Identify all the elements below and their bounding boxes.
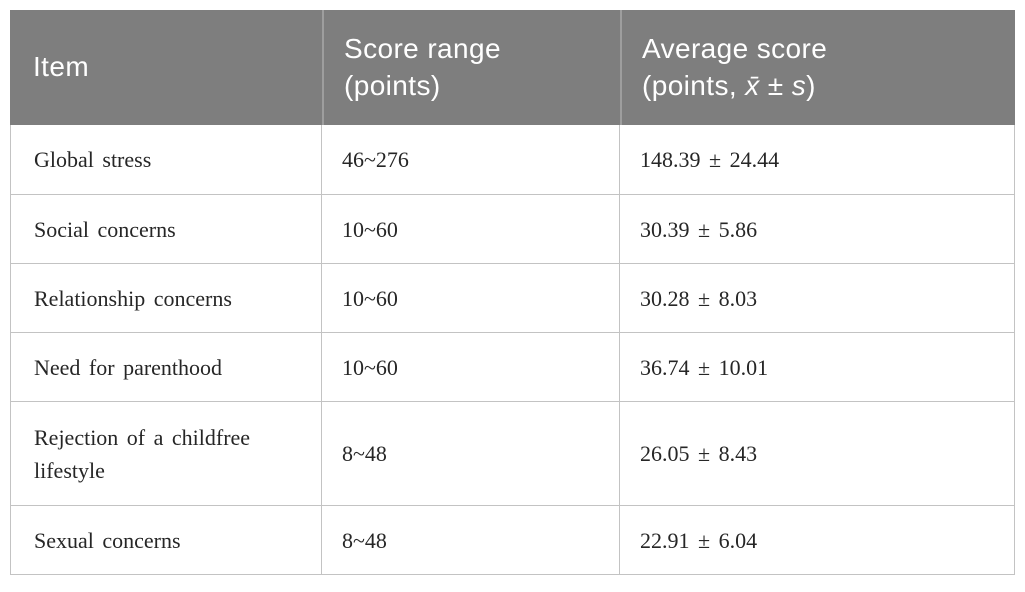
score-range-cell: 10~60 [322,195,620,263]
table-row: Need for parenthood 10~60 36.74 ± 10.01 [11,332,1014,401]
score-range-cell: 10~60 [322,333,620,401]
column-header-score-range: Score range (points) [322,10,620,125]
xbar-symbol: x̄ [745,69,760,101]
average-score-cell: 22.91 ± 6.04 [640,527,758,553]
column-header-item-label: Item [33,51,90,83]
table-header-row: Item Score range (points) Average score … [10,10,1015,125]
item-cell: Relationship concerns [11,264,322,332]
item-cell: Sexual concerns [11,506,322,574]
plus-minus-symbol: ± [759,69,792,101]
item-cell: Need for parenthood [11,333,322,401]
table-row: Rejection of a childfree lifestyle 8~48 … [11,401,1014,505]
s-symbol: s [791,69,807,101]
score-range-cell: 10~60 [322,264,620,332]
item-cell: Rejection of a childfree lifestyle [11,402,322,505]
column-header-average-score-label: Average score (points, x̄ ± s) [642,33,828,101]
statistics-table: Item Score range (points) Average score … [10,10,1015,575]
score-range-cell: 46~276 [322,125,620,194]
score-range-cell: 8~48 [322,402,620,505]
average-score-cell: 26.05 ± 8.43 [640,441,758,466]
average-score-cell: 36.74 ± 10.01 [640,354,769,380]
item-cell: Global stress [11,125,322,194]
table-body: Global stress 46~276 148.39 ± 24.44 Soci… [10,125,1015,575]
average-score-cell: 148.39 ± 24.44 [640,147,780,172]
score-range-cell: 8~48 [322,506,620,574]
table-row: Social concerns 10~60 30.39 ± 5.86 [11,194,1014,263]
table-row: Global stress 46~276 148.39 ± 24.44 [11,125,1014,194]
column-header-average-score: Average score (points, x̄ ± s) [620,10,1015,125]
table-row: Relationship concerns 10~60 30.28 ± 8.03 [11,263,1014,332]
column-header-score-range-label: Score range (points) [344,33,501,101]
average-score-cell: 30.39 ± 5.86 [640,216,758,242]
column-header-item: Item [10,10,322,125]
table-row: Sexual concerns 8~48 22.91 ± 6.04 [11,505,1014,574]
item-cell: Social concerns [11,195,322,263]
average-score-cell: 30.28 ± 8.03 [640,285,758,311]
